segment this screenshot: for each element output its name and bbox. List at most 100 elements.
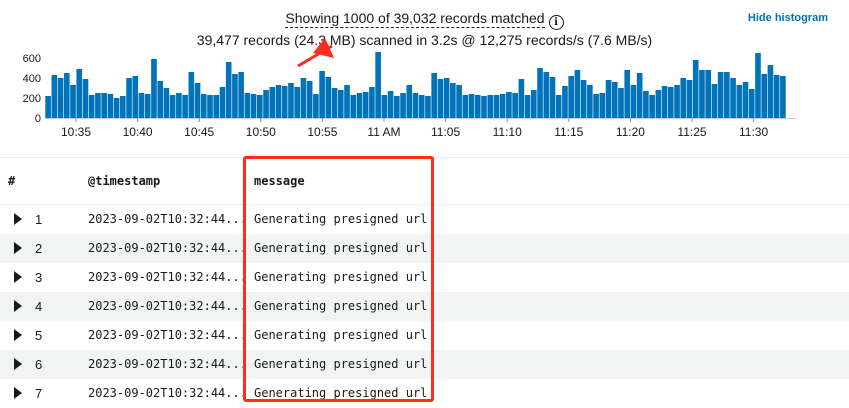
histogram-bar[interactable] [524,95,531,118]
expand-caret-icon[interactable] [14,213,22,225]
histogram-bar[interactable] [400,93,406,118]
histogram-bar[interactable] [456,85,462,118]
histogram-bar[interactable] [163,88,170,118]
histogram-bar[interactable] [306,81,313,118]
histogram-bar[interactable] [182,95,188,118]
histogram-bar[interactable] [611,82,618,118]
histogram-bar[interactable] [755,53,761,118]
histogram-bar[interactable] [730,78,736,118]
histogram-bar[interactable] [331,88,338,118]
histogram-bar[interactable] [138,93,145,118]
histogram-bar[interactable] [418,95,425,118]
histogram-bar[interactable] [587,85,593,118]
histogram-bar[interactable] [667,87,674,118]
histogram-bar[interactable] [568,76,574,118]
histogram-bar[interactable] [244,93,251,118]
histogram-bar[interactable] [219,87,226,118]
histogram-bar[interactable] [717,72,724,118]
histogram-bar[interactable] [649,95,655,118]
histogram-bar[interactable] [381,95,388,118]
histogram-bar[interactable] [107,94,114,118]
histogram-bar[interactable] [773,75,780,118]
histogram-bar[interactable] [555,95,562,118]
histogram-bar[interactable] [275,85,282,118]
histogram-bar[interactable] [437,79,444,118]
histogram-bar[interactable] [126,78,132,118]
histogram-bar[interactable] [742,82,749,118]
histogram-bar[interactable] [344,85,350,118]
histogram-bar[interactable] [176,93,182,118]
histogram-bar[interactable] [686,80,693,118]
histogram-bar[interactable] [767,65,774,118]
histogram-bar[interactable] [213,95,220,118]
histogram-bar[interactable] [194,83,201,118]
histogram-bar[interactable] [294,87,301,118]
histogram-bar[interactable] [549,77,556,118]
histogram-bar[interactable] [499,94,506,118]
histogram-bar[interactable] [269,87,276,118]
histogram-bar[interactable] [101,93,107,118]
hide-histogram-link[interactable]: Hide histogram [747,12,828,24]
histogram-bar[interactable] [506,92,512,118]
histogram-bar[interactable] [543,72,550,118]
histogram-bar[interactable] [412,93,419,118]
histogram-bar[interactable] [207,95,213,118]
histogram-bar[interactable] [680,78,687,118]
histogram-bar[interactable] [406,85,413,118]
histogram-bar[interactable] [300,78,307,118]
table-row[interactable]: 1 2023-09-02T10:32:44... Generating presig… [0,205,849,234]
histogram-bar[interactable] [705,70,711,118]
histogram-bar[interactable] [655,90,662,118]
table-row[interactable]: 6 2023-09-02T10:32:44... Generating presig… [0,350,849,379]
histogram-bar[interactable] [605,80,612,118]
histogram-bar[interactable] [369,87,375,118]
histogram-bar[interactable] [70,85,76,118]
histogram-bar[interactable] [474,95,481,118]
histogram-bar[interactable] [593,94,599,118]
histogram-bar[interactable] [387,91,394,118]
histogram-bar[interactable] [45,96,51,118]
histogram-bar[interactable] [281,86,288,118]
histogram-bar[interactable] [618,88,624,118]
histogram-bar[interactable] [257,95,263,118]
histogram-bar[interactable] [319,71,325,118]
histogram-bar[interactable] [761,74,768,118]
histogram-bar[interactable] [711,84,718,118]
histogram-bar[interactable] [599,93,606,118]
histogram-bar[interactable] [443,78,450,118]
expand-caret-icon[interactable] [14,329,22,341]
histogram-bar[interactable] [313,94,319,118]
histogram-bar[interactable] [157,81,164,118]
histogram-bar[interactable] [325,77,332,118]
histogram-bar[interactable] [736,85,743,118]
histogram-bar[interactable] [88,95,95,118]
histogram-bar[interactable] [120,96,126,118]
table-row[interactable]: 7 2023-09-02T10:32:44... Generating presig… [0,379,849,408]
histogram-bar[interactable] [661,86,668,118]
table-row[interactable]: 3 2023-09-02T10:32:44... Generating presig… [0,263,849,292]
histogram-bar[interactable] [188,72,195,118]
histogram-bar[interactable] [724,72,730,118]
column-header-timestamp[interactable]: @timestamp [88,174,161,188]
histogram-bar[interactable] [362,92,369,118]
histogram-bar[interactable] [624,70,631,118]
histogram-bar[interactable] [263,90,269,118]
histogram-bar[interactable] [468,94,475,118]
table-row[interactable]: 4 2023-09-02T10:32:44... Generating presig… [0,292,849,321]
histogram-bar[interactable] [630,85,637,118]
histogram-bar[interactable] [562,86,568,118]
info-icon[interactable]: i [548,15,564,30]
histogram-bar[interactable] [144,94,151,118]
histogram-bar[interactable] [425,96,431,118]
histogram-bar[interactable] [780,76,786,118]
histogram-bar[interactable] [518,79,525,118]
histogram-bar[interactable] [692,60,699,118]
histogram-bar[interactable] [450,83,456,118]
histogram-bar[interactable] [288,83,294,118]
histogram-bar[interactable] [132,76,139,118]
histogram-bar[interactable] [748,89,755,118]
histogram-bar[interactable] [356,93,363,118]
histogram-bar[interactable] [337,90,344,118]
histogram-bar[interactable] [76,69,83,118]
histogram-bar[interactable] [82,79,89,118]
